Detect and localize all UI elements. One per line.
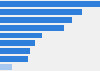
Bar: [0, 17, 72, 23]
Bar: [0, 1, 100, 7]
Bar: [0, 48, 30, 54]
Bar: [0, 9, 82, 15]
Bar: [0, 40, 35, 46]
Bar: [0, 33, 42, 38]
Bar: [0, 25, 64, 31]
Bar: [0, 64, 12, 70]
Bar: [0, 56, 28, 62]
